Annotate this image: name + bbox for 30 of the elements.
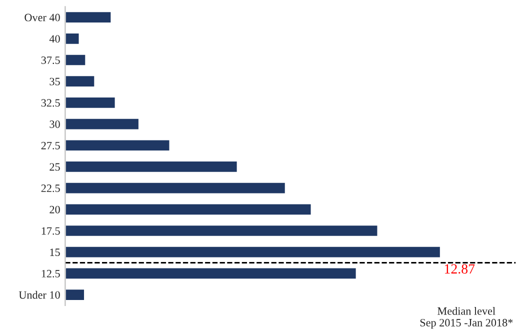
y-tick-label: Over 40 xyxy=(24,14,60,22)
y-tick-label: Under 10 xyxy=(18,290,60,299)
bar xyxy=(65,96,116,110)
y-tick-label: 12.5 xyxy=(42,270,60,278)
bar xyxy=(65,246,442,259)
y-tick-label: 32.5 xyxy=(41,99,60,107)
y-tick-label: 35 xyxy=(50,78,60,86)
bar xyxy=(65,10,112,24)
bar xyxy=(65,224,379,238)
text: 12.87 xyxy=(444,264,475,274)
y-tick-label: 22.5 xyxy=(41,184,60,192)
text: Median level Sep 2015 -Jan 2018* xyxy=(420,306,513,329)
y-tick-label: 20 xyxy=(50,206,60,214)
bar xyxy=(65,74,96,88)
bar xyxy=(65,53,87,67)
bar xyxy=(65,181,286,195)
bar xyxy=(65,138,171,152)
y-tick-label: 17.5 xyxy=(42,227,60,235)
bar xyxy=(65,160,238,174)
bar xyxy=(65,32,80,46)
y-tick-label: 37.5 xyxy=(41,56,60,64)
bar xyxy=(65,202,312,216)
y-tick-label: 15 xyxy=(50,248,60,256)
y-tick-label: 40 xyxy=(49,35,60,43)
bar xyxy=(65,266,358,280)
y-tick-label: 27.5 xyxy=(41,142,60,150)
y-tick-label: 30 xyxy=(50,120,60,128)
y-tick-label: 25 xyxy=(50,163,60,171)
bar xyxy=(65,117,140,131)
bar xyxy=(65,288,86,302)
